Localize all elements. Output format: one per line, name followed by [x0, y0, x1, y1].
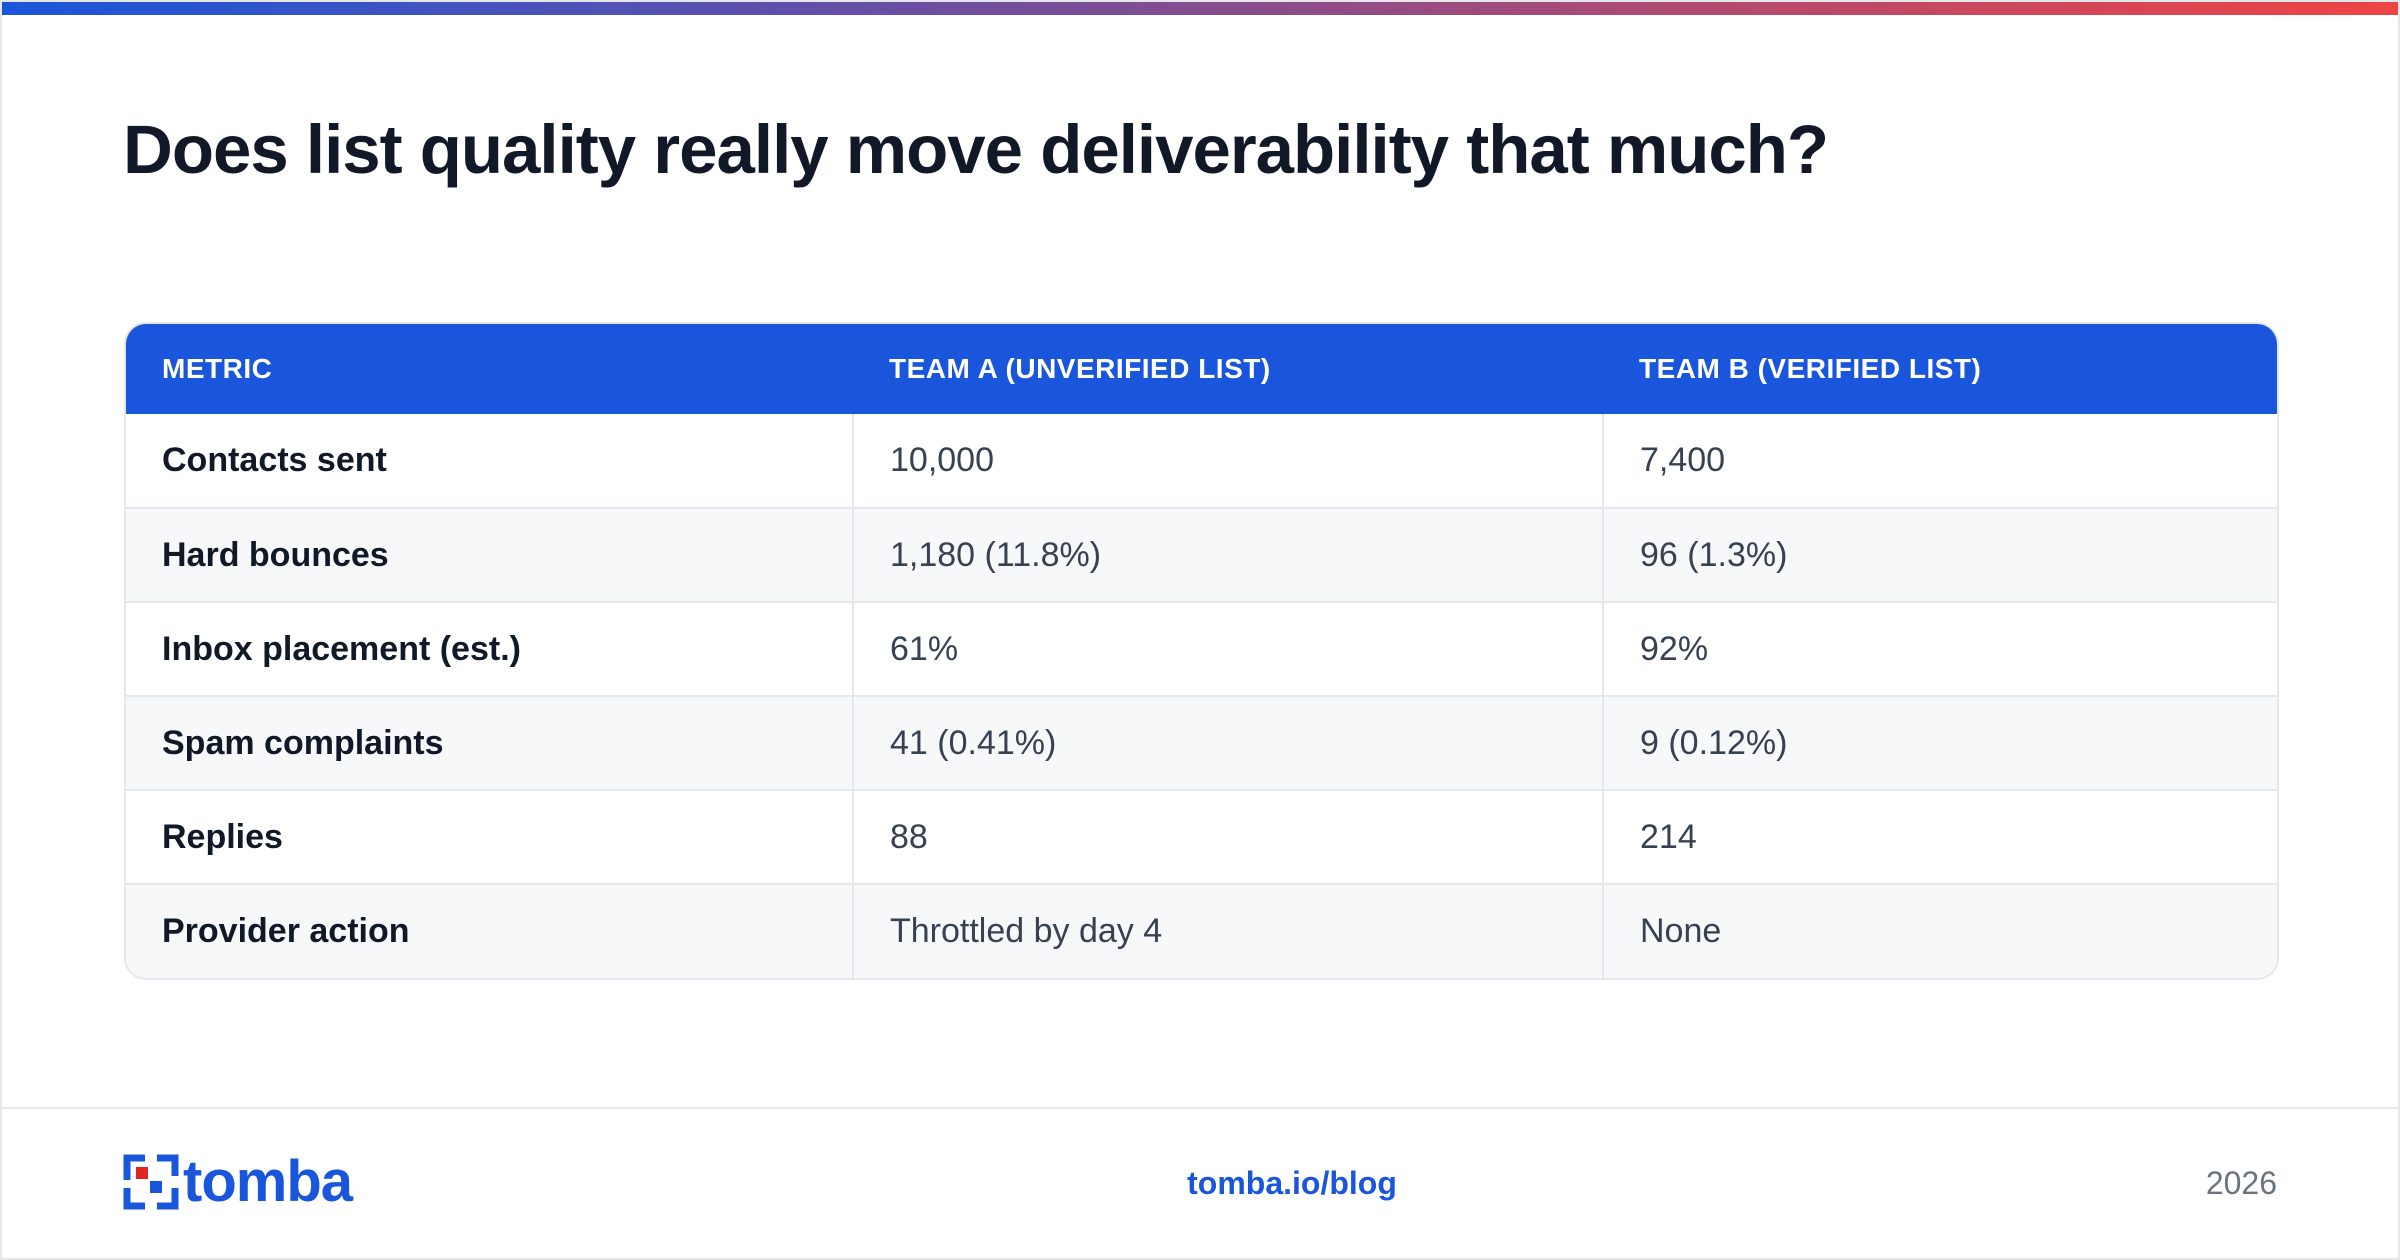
- table-row: Replies 88 214: [126, 790, 2277, 884]
- team-a-cell: Throttled by day 4: [852, 884, 1603, 978]
- table-row: Contacts sent 10,000 7,400: [126, 414, 2277, 508]
- header-team-a: TEAM A (UNVERIFIED LIST): [889, 353, 1271, 384]
- table-header-row: METRIC TEAM A (UNVERIFIED LIST) TEAM B (…: [126, 324, 2277, 414]
- page-title: Does list quality really move deliverabi…: [123, 111, 1829, 188]
- team-a-cell: 41 (0.41%): [852, 696, 1603, 790]
- header-metric: METRIC: [162, 353, 273, 384]
- metric-cell: Inbox placement (est.): [162, 629, 521, 668]
- team-b-cell: 7,400: [1602, 414, 2277, 508]
- team-b-cell: 92%: [1602, 602, 2277, 696]
- comparison-table: METRIC TEAM A (UNVERIFIED LIST) TEAM B (…: [126, 324, 2277, 978]
- table-row: Hard bounces 1,180 (11.8%) 96 (1.3%): [126, 508, 2277, 602]
- metric-cell: Provider action: [162, 912, 410, 950]
- footer-year: 2026: [2205, 1165, 2277, 1201]
- team-b-cell: 214: [1602, 790, 2277, 884]
- metric-cell: Replies: [162, 817, 283, 856]
- metric-cell: Hard bounces: [162, 535, 389, 574]
- top-gradient-bar: [2, 2, 2398, 15]
- table-row: Provider action Throttled by day 4 None: [126, 884, 2277, 978]
- team-a-cell: 1,180 (11.8%): [852, 508, 1603, 602]
- table-body: Contacts sent 10,000 7,400 Hard bounces …: [126, 414, 2277, 978]
- team-b-cell: None: [1602, 884, 2277, 978]
- tomba-logo[interactable]: tomba: [123, 1154, 381, 1210]
- metric-cell: Spam complaints: [162, 723, 444, 762]
- team-a-cell: 61%: [852, 602, 1603, 696]
- table-header: METRIC TEAM A (UNVERIFIED LIST) TEAM B (…: [126, 324, 2277, 414]
- comparison-table-container: METRIC TEAM A (UNVERIFIED LIST) TEAM B (…: [124, 322, 2279, 980]
- tomba-logo-icon: tomba: [123, 1154, 355, 1210]
- team-b-cell: 9 (0.12%): [1602, 696, 2277, 790]
- footer-divider: [2, 1107, 2398, 1109]
- table-row: Spam complaints 41 (0.41%) 9 (0.12%): [126, 696, 2277, 790]
- team-a-cell: 88: [852, 790, 1603, 884]
- blog-link[interactable]: tomba.io/blog: [1187, 1165, 1397, 1201]
- header-team-b: TEAM B (VERIFIED LIST): [1639, 353, 1982, 384]
- team-b-cell: 96 (1.3%): [1602, 508, 2277, 602]
- table-row: Inbox placement (est.) 61% 92%: [126, 602, 2277, 696]
- logo-wordmark: tomba: [183, 1154, 354, 1210]
- metric-cell: Contacts sent: [162, 441, 387, 479]
- team-a-cell: 10,000: [852, 414, 1603, 508]
